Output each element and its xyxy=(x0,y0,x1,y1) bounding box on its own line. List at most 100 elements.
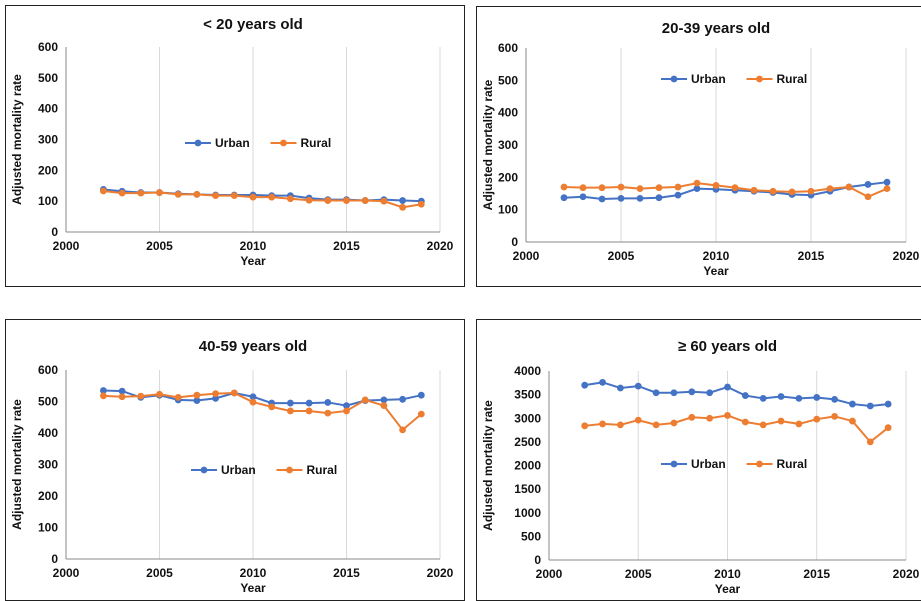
data-point-urban xyxy=(885,401,892,408)
x-tick-label: 2015 xyxy=(803,567,830,581)
data-point-rural xyxy=(885,424,892,431)
data-point-rural xyxy=(849,418,856,425)
y-tick-label: 200 xyxy=(498,170,518,184)
data-point-rural xyxy=(808,188,815,195)
data-point-rural xyxy=(399,426,406,433)
data-point-rural xyxy=(231,192,238,199)
y-tick-label: 100 xyxy=(38,521,58,535)
data-point-urban xyxy=(599,196,606,203)
y-tick-label: 500 xyxy=(498,73,518,87)
data-point-urban xyxy=(561,194,568,201)
y-tick-label: 0 xyxy=(534,553,541,567)
legend-marker-urban xyxy=(195,140,202,147)
data-point-rural xyxy=(175,191,182,198)
data-point-rural xyxy=(713,182,720,189)
data-point-urban xyxy=(324,399,331,406)
y-axis-label: Adjusted mortality rate xyxy=(481,79,495,210)
data-point-rural xyxy=(212,390,219,397)
data-point-rural xyxy=(212,192,219,199)
data-point-rural xyxy=(194,392,201,399)
y-tick-label: 600 xyxy=(38,40,58,54)
data-point-rural xyxy=(599,184,606,191)
y-tick-label: 300 xyxy=(498,138,518,152)
data-point-rural xyxy=(653,421,660,428)
data-point-rural xyxy=(250,194,257,201)
data-point-rural xyxy=(100,392,107,399)
chart-title: 20-39 years old xyxy=(662,20,770,37)
x-tick-label: 2020 xyxy=(427,239,454,253)
data-point-rural xyxy=(287,408,294,415)
x-tick-label: 2005 xyxy=(146,566,173,580)
data-point-rural xyxy=(418,411,425,418)
chart-frame xyxy=(477,7,921,287)
data-point-rural xyxy=(599,421,606,428)
y-tick-label: 2000 xyxy=(514,459,541,473)
data-point-rural xyxy=(618,184,625,191)
data-point-rural xyxy=(119,190,126,197)
x-tick-label: 2000 xyxy=(53,566,80,580)
data-point-rural xyxy=(343,197,350,204)
x-tick-label: 2020 xyxy=(427,566,454,580)
data-point-urban xyxy=(760,395,767,402)
data-point-rural xyxy=(742,419,749,426)
data-point-urban xyxy=(399,396,406,403)
y-tick-label: 0 xyxy=(51,552,58,566)
x-tick-label: 2005 xyxy=(608,249,635,263)
data-point-rural xyxy=(813,416,820,423)
data-point-rural xyxy=(381,198,388,205)
y-tick-label: 400 xyxy=(38,102,58,116)
data-point-rural xyxy=(287,195,294,202)
legend-marker-rural xyxy=(756,461,763,468)
x-tick-label: 2015 xyxy=(333,566,360,580)
data-point-rural xyxy=(796,421,803,428)
y-tick-label: 200 xyxy=(38,163,58,177)
x-tick-label: 2005 xyxy=(625,567,652,581)
data-point-rural xyxy=(778,418,785,425)
y-tick-label: 500 xyxy=(521,529,541,543)
data-point-rural xyxy=(884,185,891,192)
data-point-rural xyxy=(137,190,144,197)
legend-marker-rural xyxy=(286,467,293,474)
data-point-urban xyxy=(778,393,785,400)
data-point-urban xyxy=(671,389,678,396)
data-point-rural xyxy=(724,412,731,419)
x-tick-label: 2015 xyxy=(798,249,825,263)
data-point-urban xyxy=(849,401,856,408)
data-point-urban xyxy=(656,194,663,201)
data-point-rural xyxy=(706,415,713,422)
y-tick-label: 100 xyxy=(498,203,518,217)
legend-label-rural: Rural xyxy=(777,72,808,86)
data-point-urban xyxy=(653,389,660,396)
legend-label-rural: Rural xyxy=(301,136,332,150)
data-point-rural xyxy=(675,184,682,191)
x-tick-label: 2020 xyxy=(893,567,920,581)
data-point-urban xyxy=(742,392,749,399)
y-tick-label: 500 xyxy=(38,395,58,409)
data-point-rural xyxy=(268,403,275,410)
y-tick-label: 1000 xyxy=(514,506,541,520)
data-point-rural xyxy=(268,194,275,201)
data-point-urban xyxy=(599,379,606,386)
data-point-rural xyxy=(694,180,701,187)
data-point-rural xyxy=(306,197,313,204)
data-point-rural xyxy=(656,184,663,191)
legend-label-urban: Urban xyxy=(215,136,250,150)
y-axis-label: Adjusted mortality rate xyxy=(10,399,24,530)
data-point-urban xyxy=(637,195,644,202)
chart-frame xyxy=(6,320,465,601)
data-point-rural xyxy=(362,397,369,404)
legend-label-urban: Urban xyxy=(691,457,726,471)
data-point-urban xyxy=(617,385,624,392)
y-tick-label: 400 xyxy=(498,106,518,120)
x-tick-label: 2000 xyxy=(53,239,80,253)
y-tick-label: 500 xyxy=(38,71,58,85)
data-point-rural xyxy=(770,188,777,195)
data-point-rural xyxy=(637,185,644,192)
chart-title: < 20 years old xyxy=(203,16,303,33)
data-point-rural xyxy=(846,184,853,191)
legend-marker-rural xyxy=(756,76,763,83)
data-point-urban xyxy=(635,383,642,390)
data-point-rural xyxy=(399,204,406,211)
